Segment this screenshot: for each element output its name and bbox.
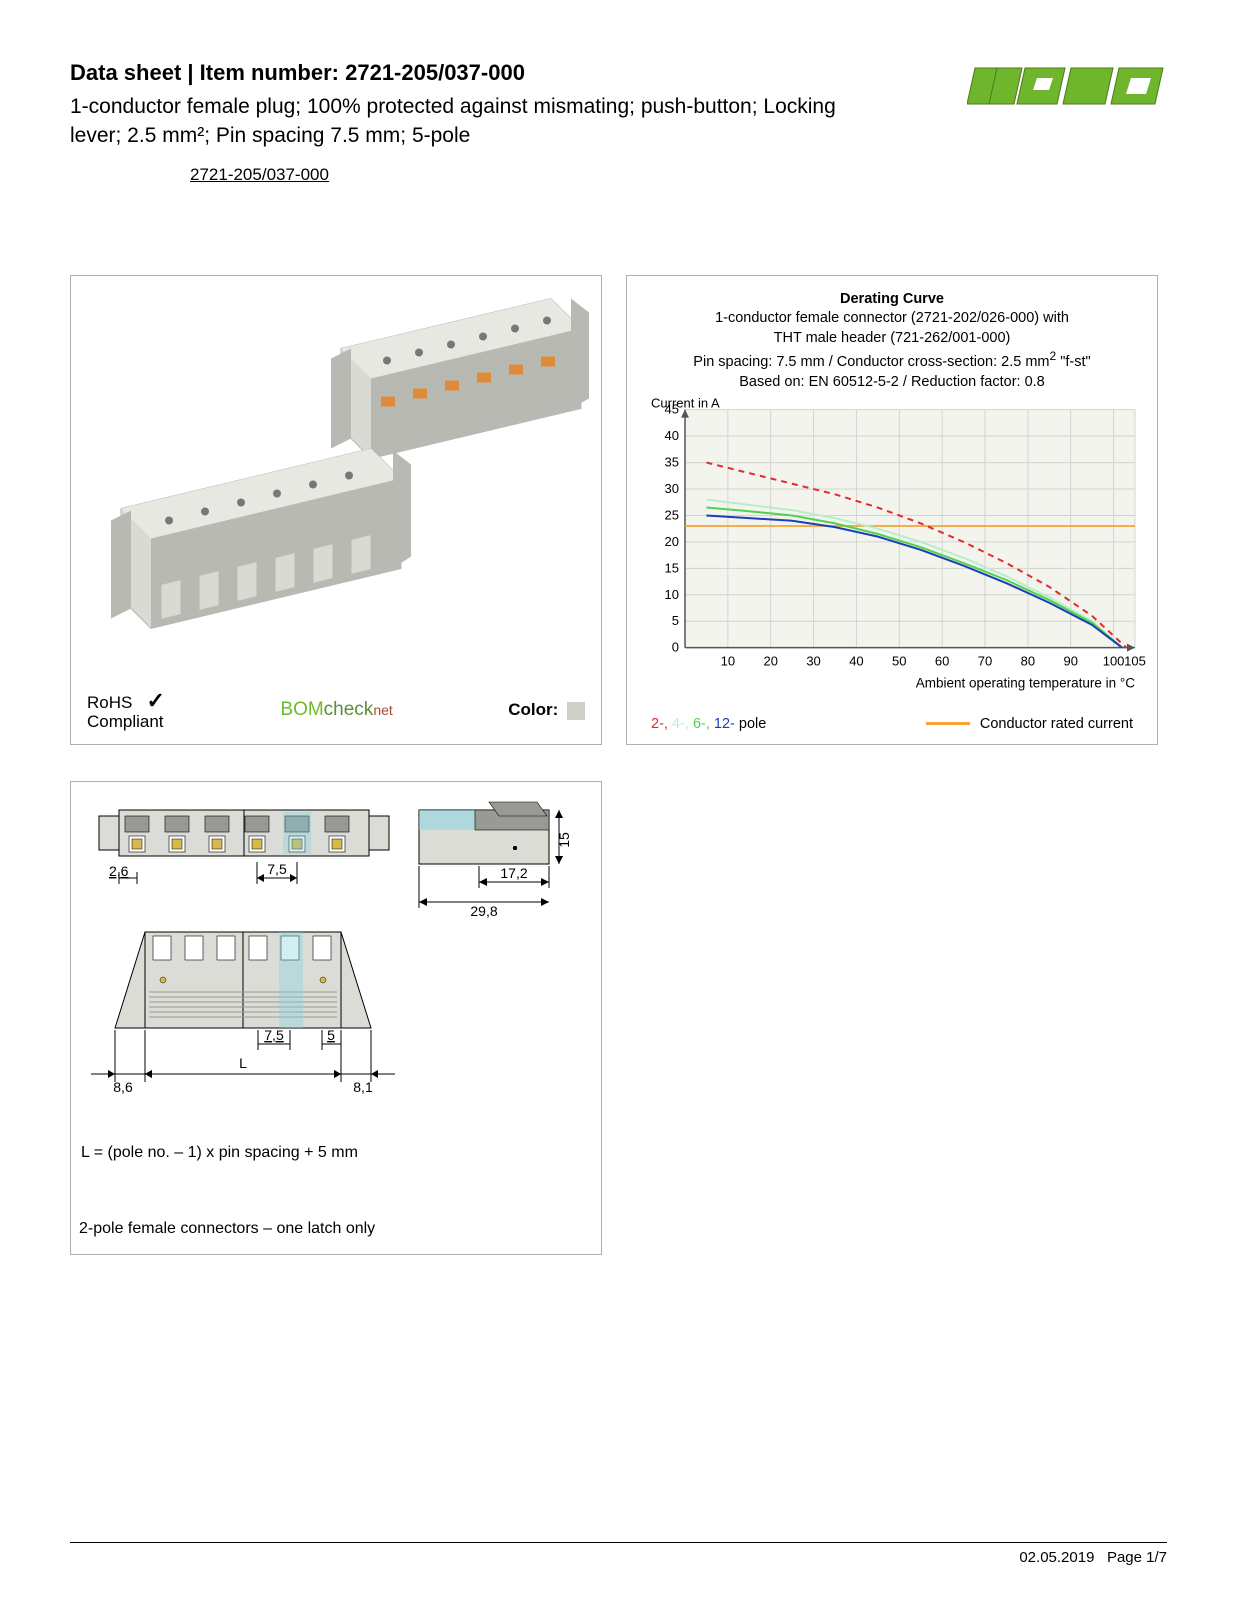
legend-pole: 4- [672, 716, 685, 732]
svg-text:80: 80 [1021, 654, 1035, 669]
chart-panel: Derating Curve 1-conductor female connec… [626, 275, 1158, 745]
svg-text:100: 100 [1103, 654, 1125, 669]
color-label: Color: [508, 700, 558, 719]
svg-text:2,6: 2,6 [109, 863, 129, 879]
chart-legend: 2-, 4-, 6-, 12- pole Conductor rated cur… [637, 710, 1147, 734]
wago-logo [967, 60, 1167, 110]
length-formula: L = (pole no. – 1) x pin spacing + 5 mm [81, 1144, 593, 1162]
legend-pole: 12- [714, 716, 735, 732]
svg-text:30: 30 [665, 481, 679, 496]
chart-titles: Derating Curve 1-conductor female connec… [637, 286, 1147, 399]
svg-text:15: 15 [665, 561, 679, 576]
svg-text:10: 10 [721, 654, 735, 669]
svg-text:20: 20 [763, 654, 777, 669]
footer-date: 02.05.2019 [1019, 1549, 1094, 1566]
rohs-label: RoHS [87, 693, 132, 712]
product-panel: RoHS ✓ Compliant BOMchecknet Color: [70, 275, 602, 745]
svg-text:45: 45 [665, 402, 679, 417]
svg-text:40: 40 [665, 429, 679, 444]
check-icon: ✓ [147, 688, 165, 713]
chart-sub3a: Pin spacing: 7.5 mm / Conductor cross-se… [693, 354, 1049, 370]
svg-text:7,5: 7,5 [264, 1027, 284, 1043]
footer-page: Page 1/7 [1107, 1549, 1167, 1566]
bomcheck-check: check [324, 699, 374, 720]
chart-sub4: Based on: EN 60512-5-2 / Reduction facto… [647, 373, 1137, 393]
svg-text:Ambient operating temperature: Ambient operating temperature in °C [916, 676, 1136, 691]
rohs-compliant: RoHS ✓ Compliant [87, 689, 165, 732]
subtitle: 1-conductor female plug; 100% protected … [70, 92, 850, 151]
compliant-label: Compliant [87, 712, 164, 731]
title-line: Data sheet | Item number: 2721-205/037-0… [70, 60, 967, 86]
pole-legend: 2-, 4-, 6-, 12- pole [651, 716, 766, 732]
header: Data sheet | Item number: 2721-205/037-0… [70, 60, 1167, 185]
svg-text:5: 5 [672, 614, 679, 629]
compliance-row: RoHS ✓ Compliant BOMchecknet Color: [81, 681, 591, 736]
two-pole-note: 2-pole female connectors – one latch onl… [79, 1220, 593, 1238]
svg-text:8,1: 8,1 [353, 1079, 373, 1095]
drawing-area: 2,6 7,5 15 17,2 29,8 7,5 5 8,6 L 8,1 [79, 792, 593, 1112]
title-prefix: Data sheet | Item number: [70, 60, 345, 85]
legend-suffix: pole [735, 716, 766, 732]
svg-text:Current in A: Current in A [651, 398, 720, 411]
color-swatch [567, 702, 585, 720]
bomcheck-logo: BOMchecknet [280, 699, 392, 721]
legend-pole: 6- [693, 716, 706, 732]
title-item-number: 2721-205/037-000 [345, 60, 525, 85]
svg-text:60: 60 [935, 654, 949, 669]
svg-text:15: 15 [556, 832, 572, 848]
svg-text:90: 90 [1063, 654, 1077, 669]
rated-current-legend: Conductor rated current [926, 716, 1133, 732]
panels-row: RoHS ✓ Compliant BOMchecknet Color: Dera… [70, 275, 1167, 745]
chart-sub3b: "f-st" [1056, 354, 1090, 370]
rated-line-icon [926, 722, 970, 725]
footer: 02.05.2019 Page 1/7 [70, 1542, 1167, 1566]
svg-text:40: 40 [849, 654, 863, 669]
chart-area: Current in A 0 5 10 15 20 25 30 35 40 45 10 20 30 40 50… [637, 398, 1147, 709]
svg-text:0: 0 [672, 640, 679, 655]
svg-text:8,6: 8,6 [113, 1079, 133, 1095]
svg-text:25: 25 [665, 508, 679, 523]
product-image [81, 286, 591, 681]
bomcheck-net: net [373, 702, 392, 718]
svg-text:5: 5 [327, 1027, 335, 1043]
svg-text:L: L [239, 1055, 247, 1071]
item-link[interactable]: 2721-205/037-000 [190, 165, 967, 185]
drawing-panel: 2,6 7,5 15 17,2 29,8 7,5 5 8,6 L 8,1 L = (pole no… [70, 781, 602, 1255]
chart-title: Derating Curve [647, 290, 1137, 310]
svg-text:7,5: 7,5 [267, 861, 287, 877]
bomcheck-bom: BOM [280, 699, 323, 720]
rated-label: Conductor rated current [980, 716, 1133, 732]
svg-text:17,2: 17,2 [500, 865, 527, 881]
svg-text:29,8: 29,8 [470, 903, 497, 919]
svg-text:35: 35 [665, 455, 679, 470]
svg-text:20: 20 [665, 534, 679, 549]
legend-pole: 2- [651, 716, 664, 732]
chart-sub3: Pin spacing: 7.5 mm / Conductor cross-se… [647, 348, 1137, 372]
color-indicator: Color: [508, 700, 585, 720]
svg-text:10: 10 [665, 587, 679, 602]
svg-text:50: 50 [892, 654, 906, 669]
svg-text:105: 105 [1124, 654, 1146, 669]
svg-text:70: 70 [978, 654, 992, 669]
svg-text:30: 30 [806, 654, 820, 669]
chart-sub2: THT male header (721-262/001-000) [647, 329, 1137, 349]
header-text: Data sheet | Item number: 2721-205/037-0… [70, 60, 967, 185]
chart-sub1: 1-conductor female connector (2721-202/0… [647, 309, 1137, 329]
